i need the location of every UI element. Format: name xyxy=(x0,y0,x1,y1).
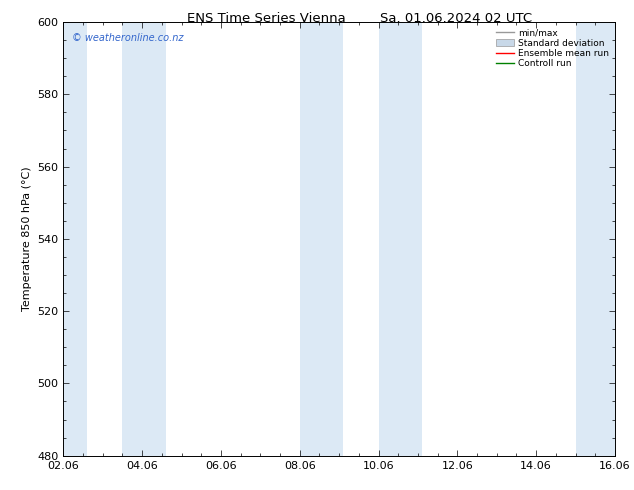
Text: Sa. 01.06.2024 02 UTC: Sa. 01.06.2024 02 UTC xyxy=(380,12,533,25)
Text: © weatheronline.co.nz: © weatheronline.co.nz xyxy=(72,33,183,43)
Bar xyxy=(576,22,619,456)
Bar xyxy=(378,22,422,456)
Y-axis label: Temperature 850 hPa (°C): Temperature 850 hPa (°C) xyxy=(22,167,32,311)
Text: ENS Time Series Vienna: ENS Time Series Vienna xyxy=(187,12,346,25)
Bar xyxy=(122,22,166,456)
Bar xyxy=(300,22,343,456)
Legend: min/max, Standard deviation, Ensemble mean run, Controll run: min/max, Standard deviation, Ensemble me… xyxy=(494,26,611,70)
Bar xyxy=(60,22,87,456)
